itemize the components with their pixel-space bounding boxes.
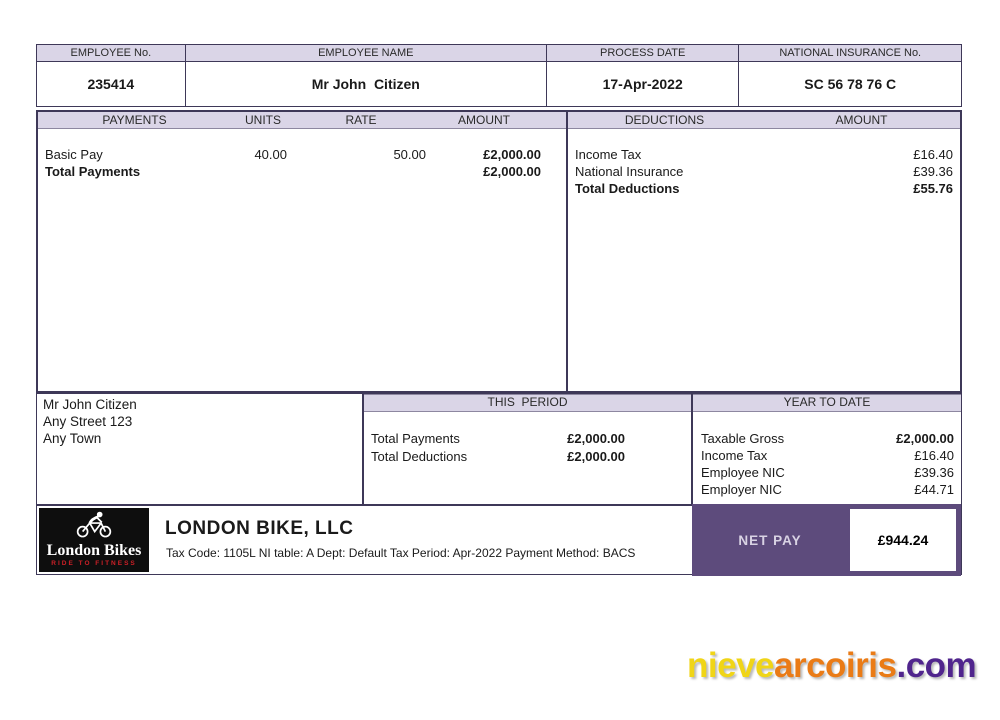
address-line: Any Town <box>43 431 102 446</box>
this-period-amount: £2,000.00 <box>567 431 625 446</box>
net-pay-value: £944.24 <box>850 509 956 571</box>
payment-name: Basic Pay <box>45 147 103 162</box>
deductions-total-label: Total Deductions <box>575 181 680 196</box>
ytd-label: Income Tax <box>701 448 768 463</box>
payments-list: Basic Pay 40.00 50.00 £2,000.00 Total Pa… <box>38 129 566 197</box>
address-line: Mr John Citizen <box>43 397 137 412</box>
payments-headers: PAYMENTS UNITS RATE AMOUNT <box>38 112 566 128</box>
payslip-meta-line: Tax Code: 1105L NI table: A Dept: Defaul… <box>166 546 636 560</box>
payments-row: Basic Pay 40.00 50.00 £2,000.00 <box>38 146 566 163</box>
site-watermark: nievearcoiris.com <box>687 646 977 686</box>
this-period-box: THIS PERIOD Total Payments £2,000.00 Tot… <box>363 393 692 505</box>
employee-no-label: EMPLOYEE No. <box>37 45 185 62</box>
year-to-date-box: YEAR TO DATE Taxable Gross £2,000.00 Inc… <box>692 393 962 505</box>
cyclist-icon <box>76 511 112 538</box>
year-to-date-title: YEAR TO DATE <box>693 394 961 412</box>
deductions-total-row: Total Deductions £55.76 <box>566 180 960 197</box>
deduction-name: Income Tax <box>575 147 642 162</box>
ytd-amount: £44.71 <box>914 482 954 497</box>
payments-deductions-section: PAYMENTS UNITS RATE AMOUNT DEDUCTIONS AM… <box>36 110 962 393</box>
column-header-bar: PAYMENTS UNITS RATE AMOUNT DEDUCTIONS AM… <box>38 112 960 129</box>
logo-name: London Bikes <box>46 542 142 559</box>
rate-header: RATE <box>345 113 377 127</box>
deductions-row: Income Tax £16.40 <box>566 146 960 163</box>
this-period-label: Total Payments <box>371 431 460 446</box>
logo-tagline: RIDE TO FITNESS <box>51 560 137 567</box>
this-period-label: Total Deductions <box>371 448 468 464</box>
amount-header: AMOUNT <box>458 113 510 127</box>
section-divider <box>566 112 568 391</box>
deductions-amount-header: AMOUNT <box>835 113 888 127</box>
ni-number-label: NATIONAL INSURANCE No. <box>739 45 961 62</box>
ytd-amount: £39.36 <box>914 465 954 480</box>
payments-total-amount: £2,000.00 <box>483 164 541 179</box>
deductions-headers: DEDUCTIONS AMOUNT <box>566 112 960 128</box>
deductions-list: Income Tax £16.40 National Insurance £39… <box>566 129 960 197</box>
process-date-column: PROCESS DATE 17-Apr-2022 <box>546 45 740 106</box>
employee-name-label: EMPLOYEE NAME <box>185 45 546 62</box>
address-line: Any Street 123 <box>43 414 133 429</box>
ytd-label: Employee NIC <box>701 465 785 480</box>
year-to-date-rows: Taxable Gross £2,000.00 Income Tax £16.4… <box>693 412 961 498</box>
main-body: Basic Pay 40.00 50.00 £2,000.00 Total Pa… <box>38 129 960 197</box>
ytd-row: Employee NIC £39.36 <box>693 464 961 481</box>
ytd-row: Income Tax £16.40 <box>693 447 961 464</box>
ytd-label: Taxable Gross <box>701 431 785 446</box>
payments-total-row: Total Payments £2,000.00 <box>38 163 566 180</box>
company-name: LONDON BIKE, LLC <box>165 518 354 539</box>
employee-name-value: Mr John Citizen <box>311 76 420 92</box>
payment-units: 40.00 <box>254 147 287 162</box>
ni-number-column: NATIONAL INSURANCE No. SC 56 78 76 C <box>739 45 961 106</box>
payment-amount: £2,000.00 <box>483 147 541 162</box>
this-period-rows: Total Payments £2,000.00 Total Deduction… <box>364 412 691 465</box>
watermark-part-3: .com <box>896 646 977 685</box>
this-period-amount: £2,000.00 <box>567 448 625 464</box>
ytd-row: Taxable Gross £2,000.00 <box>693 430 961 447</box>
ni-number-value: SC 56 78 76 C <box>804 76 897 92</box>
watermark-part-2: arcoiris <box>774 646 897 685</box>
process-date-label: PROCESS DATE <box>546 45 739 62</box>
deductions-total-amount: £55.76 <box>913 181 953 196</box>
footer-bar: London Bikes RIDE TO FITNESS LONDON BIKE… <box>36 504 962 576</box>
deduction-amount: £16.40 <box>913 147 953 162</box>
this-period-row: Total Deductions £2,000.00 <box>364 448 625 466</box>
watermark-part-1: nieve <box>687 646 775 685</box>
employee-header-table: EMPLOYEE No. 235414 EMPLOYEE NAME Mr Joh… <box>36 44 962 107</box>
employee-no-column: EMPLOYEE No. 235414 <box>37 45 186 106</box>
process-date-value: 17-Apr-2022 <box>602 76 683 92</box>
deductions-row: National Insurance £39.36 <box>566 163 960 180</box>
employee-name-column: EMPLOYEE NAME Mr John Citizen <box>185 45 547 106</box>
ytd-amount: £16.40 <box>914 448 954 463</box>
net-pay-box: NET PAY £944.24 <box>692 504 961 576</box>
payments-header: PAYMENTS <box>102 113 167 127</box>
ytd-row: Employer NIC £44.71 <box>693 481 961 498</box>
units-header: UNITS <box>245 113 281 127</box>
payment-rate: 50.00 <box>393 147 426 162</box>
this-period-title: THIS PERIOD <box>364 394 691 412</box>
ytd-amount: £2,000.00 <box>896 431 954 446</box>
ytd-label: Employer NIC <box>701 482 782 497</box>
employee-no-value: 235414 <box>87 76 135 92</box>
net-pay-label: NET PAY <box>738 532 802 548</box>
employee-address-box: Mr John Citizen Any Street 123 Any Town <box>36 393 363 505</box>
this-period-row: Total Payments £2,000.00 <box>364 430 625 448</box>
deduction-amount: £39.36 <box>913 164 953 179</box>
payments-total-label: Total Payments <box>45 164 141 179</box>
deduction-name: National Insurance <box>575 164 684 179</box>
company-logo: London Bikes RIDE TO FITNESS <box>39 508 149 572</box>
deductions-header: DEDUCTIONS <box>624 113 705 127</box>
